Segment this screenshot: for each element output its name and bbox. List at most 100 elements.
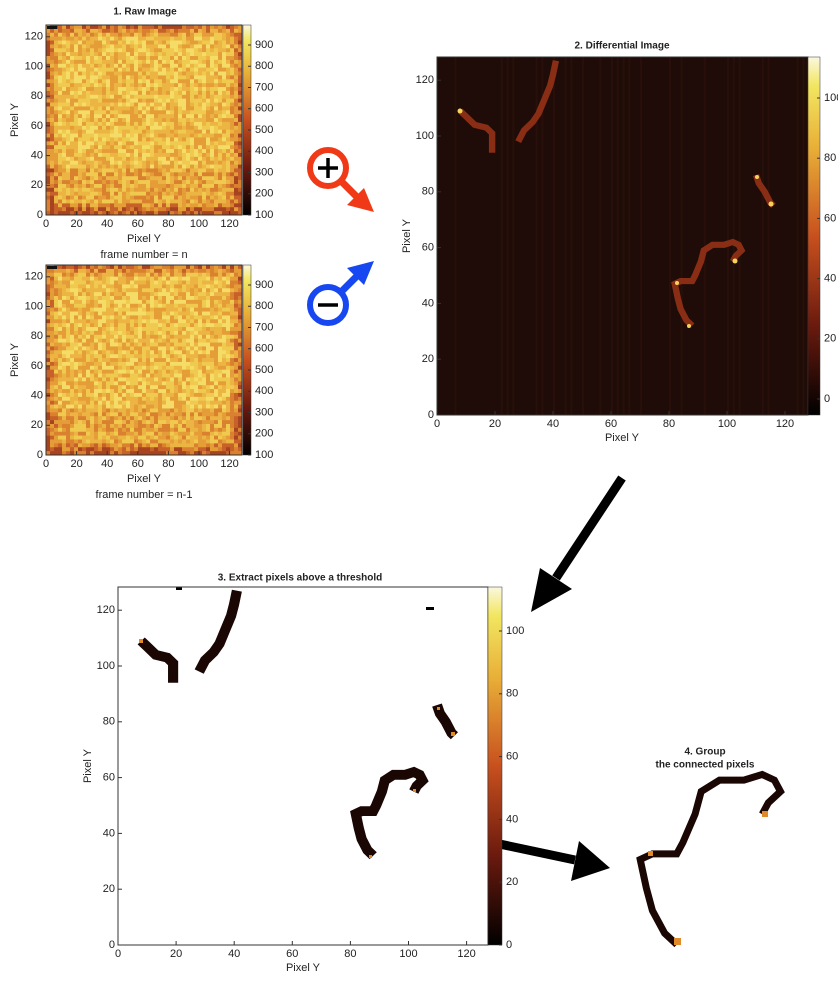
heat-cell <box>150 33 154 37</box>
heat-cell <box>162 443 166 447</box>
heat-cell <box>94 265 98 269</box>
heat-cell <box>202 188 206 192</box>
heat-cell <box>234 134 238 138</box>
heat-cell <box>110 343 114 347</box>
heat-cell <box>198 374 202 378</box>
heat-cell <box>102 180 106 184</box>
heat-cell <box>210 439 214 443</box>
x-tick-label: 20 <box>70 218 82 230</box>
heat-cell <box>62 312 66 316</box>
heat-cell <box>174 99 178 103</box>
heat-cell <box>114 91 118 95</box>
heat-cell <box>198 439 202 443</box>
heat-cell <box>78 192 82 196</box>
heat-cell <box>182 335 186 339</box>
heat-cell <box>70 134 74 138</box>
heat-cell <box>94 439 98 443</box>
heat-cell <box>234 118 238 122</box>
heat-cell <box>214 327 218 331</box>
heat-cell <box>138 381 142 385</box>
heat-cell <box>130 122 134 126</box>
heat-cell <box>226 153 230 157</box>
heat-cell <box>110 68 114 72</box>
heat-cell <box>206 207 210 211</box>
heat-cell <box>158 118 162 122</box>
heat-cell <box>70 273 74 277</box>
heat-cell <box>130 192 134 196</box>
heat-cell <box>142 192 146 196</box>
heat-cell <box>50 443 54 447</box>
heat-cell <box>130 168 134 172</box>
heat-cell <box>62 269 66 273</box>
heat-cell <box>210 176 214 180</box>
heat-cell <box>158 408 162 412</box>
heat-cell <box>142 79 146 83</box>
heat-cell <box>106 389 110 393</box>
heat-cell <box>170 87 174 91</box>
heat-cell <box>122 292 126 296</box>
heat-cell <box>162 68 166 72</box>
heat-cell <box>194 284 198 288</box>
heat-cell <box>178 374 182 378</box>
heat-cell <box>102 300 106 304</box>
heat-cell <box>214 405 218 409</box>
heat-cell <box>126 145 130 149</box>
heat-cell <box>50 126 54 130</box>
heat-cell <box>118 44 122 48</box>
heat-cell <box>186 273 190 277</box>
heat-cell <box>54 157 58 161</box>
heat-cell <box>142 118 146 122</box>
heat-cell <box>158 443 162 447</box>
heat-cell <box>102 439 106 443</box>
heat-cell <box>142 134 146 138</box>
heat-cell <box>218 60 222 64</box>
heat-cell <box>94 75 98 79</box>
heat-cell <box>162 126 166 130</box>
heat-cell <box>174 389 178 393</box>
heat-cell <box>134 374 138 378</box>
heat-cell <box>202 79 206 83</box>
heat-cell <box>122 358 126 362</box>
heat-cell <box>122 122 126 126</box>
heat-cell <box>54 184 58 188</box>
heat-cell <box>126 44 130 48</box>
heat-cell <box>86 149 90 153</box>
heat-cell <box>142 436 146 440</box>
heat-cell <box>54 300 58 304</box>
heat-cell <box>110 397 114 401</box>
heat-cell <box>166 199 170 203</box>
heat-cell <box>86 312 90 316</box>
heat-cell <box>150 420 154 424</box>
heat-cell <box>86 304 90 308</box>
heat-cell <box>146 362 150 366</box>
heat-cell <box>174 95 178 99</box>
heat-cell <box>78 358 82 362</box>
heat-cell <box>90 401 94 405</box>
heat-cell <box>230 312 234 316</box>
heat-cell <box>230 397 234 401</box>
heat-cell <box>126 99 130 103</box>
heat-cell <box>118 393 122 397</box>
heatmap <box>46 25 242 215</box>
heat-cell <box>62 60 66 64</box>
heat-cell <box>110 377 114 381</box>
heat-cell <box>58 269 62 273</box>
heat-cell <box>142 145 146 149</box>
heat-cell <box>166 443 170 447</box>
heat-cell <box>194 381 198 385</box>
heat-cell <box>230 145 234 149</box>
heat-cell <box>210 323 214 327</box>
heat-cell <box>110 52 114 56</box>
heat-cell <box>210 161 214 165</box>
heat-cell <box>154 99 158 103</box>
heat-cell <box>222 439 226 443</box>
heat-cell <box>186 192 190 196</box>
heat-cell <box>138 207 142 211</box>
heat-cell <box>150 350 154 354</box>
heat-cell <box>186 149 190 153</box>
heat-cell <box>66 44 70 48</box>
heat-cell <box>82 110 86 114</box>
heat-cell <box>174 79 178 83</box>
heat-cell <box>218 141 222 145</box>
heat-cell <box>90 122 94 126</box>
